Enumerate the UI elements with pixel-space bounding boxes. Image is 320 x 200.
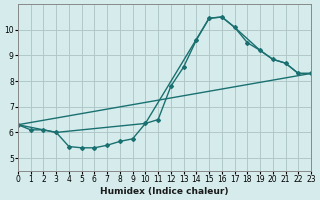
X-axis label: Humidex (Indice chaleur): Humidex (Indice chaleur) bbox=[100, 187, 229, 196]
